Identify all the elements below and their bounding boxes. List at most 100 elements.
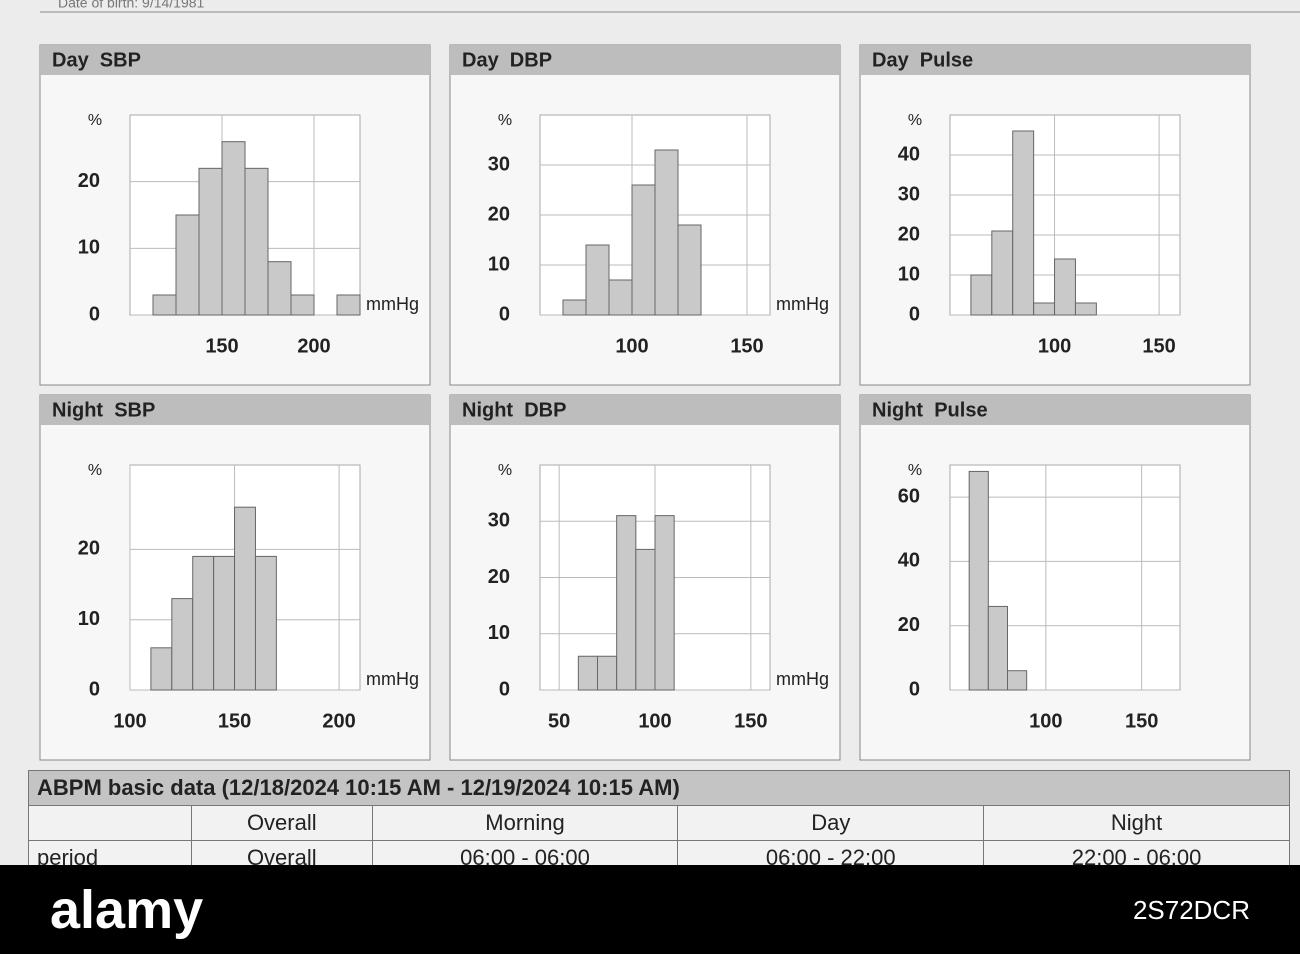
y-tick-label: 0	[89, 303, 100, 325]
y-axis-label: %	[88, 112, 102, 129]
x-tick-label: 200	[322, 710, 355, 732]
header-cell	[28, 805, 192, 841]
y-axis-label: %	[88, 462, 102, 479]
y-tick-label: 40	[898, 143, 920, 165]
chart-title: Day Pulse	[872, 49, 973, 71]
y-tick-label: 20	[488, 203, 510, 225]
x-tick-label: 100	[638, 710, 671, 732]
bar	[221, 141, 246, 316]
watermark-code: 2S72DCR	[1132, 895, 1250, 925]
chart-header	[450, 45, 840, 75]
y-tick-label: 0	[499, 303, 510, 325]
x-tick-label: 100	[615, 335, 648, 357]
y-axis-label: %	[498, 112, 512, 129]
chart-header	[860, 395, 1250, 425]
y-tick-label: 20	[78, 538, 100, 560]
x-tick-label: 50	[548, 710, 570, 732]
x-tick-label: 150	[730, 335, 763, 357]
bar	[171, 598, 194, 691]
watermark-bar: alamy 2S72DCR	[0, 865, 1300, 954]
bar	[585, 244, 610, 316]
x-tick-label: 150	[1125, 710, 1158, 732]
x-tick-label: 150	[734, 710, 767, 732]
bar	[192, 555, 215, 691]
bar	[968, 470, 989, 691]
x-axis-label: mmHg	[366, 294, 419, 314]
table-title: ABPM basic data (12/18/2024 10:15 AM - 1…	[28, 770, 1290, 806]
x-tick-label: 150	[1142, 335, 1175, 357]
table-cell: Overall	[190, 805, 373, 841]
x-axis-label: mmHg	[366, 669, 419, 689]
y-tick-label: 10	[78, 237, 100, 259]
bar	[970, 274, 993, 316]
y-tick-label: 10	[898, 263, 920, 285]
y-axis-label: %	[908, 462, 922, 479]
y-tick-label: 0	[909, 303, 920, 325]
bar	[198, 167, 223, 316]
bar	[244, 167, 269, 316]
y-tick-label: 0	[89, 678, 100, 700]
chart-header	[450, 395, 840, 425]
chart-title: Day SBP	[52, 49, 141, 71]
bar	[1033, 302, 1056, 316]
table-header: Overall Morning Day Night	[28, 805, 1290, 841]
x-axis-label: mmHg	[776, 294, 829, 314]
y-tick-label: 10	[78, 608, 100, 630]
y-tick-label: 30	[488, 153, 510, 175]
bar	[1007, 670, 1028, 691]
y-axis-label: %	[908, 112, 922, 129]
bar	[175, 214, 200, 316]
bar	[991, 230, 1014, 316]
chart-header	[40, 45, 430, 75]
bar	[150, 647, 173, 691]
bar	[635, 548, 656, 691]
chart-title: Night DBP	[462, 399, 566, 421]
bar	[608, 279, 633, 316]
x-tick-label: 100	[1038, 335, 1071, 357]
y-axis-label: %	[498, 462, 512, 479]
y-tick-label: 20	[898, 223, 920, 245]
bar	[562, 299, 587, 316]
watermark-logo: alamy	[50, 880, 204, 940]
bar	[677, 224, 702, 316]
y-tick-label: 10	[488, 622, 510, 644]
bar	[577, 655, 598, 691]
bar	[152, 294, 177, 316]
bar	[267, 261, 292, 316]
y-tick-label: 60	[898, 485, 920, 507]
x-tick-label: 100	[1029, 710, 1062, 732]
bar	[987, 605, 1008, 691]
chart-title: Day DBP	[462, 49, 552, 71]
chart-title: Night SBP	[52, 399, 155, 421]
bar	[1074, 302, 1097, 316]
basic-data-table: ABPM basic data (12/18/2024 10:15 AM - 1…	[28, 770, 1290, 876]
y-tick-label: 30	[898, 183, 920, 205]
y-tick-label: 0	[499, 678, 510, 700]
bar	[254, 555, 277, 691]
table-cell: Day	[677, 805, 985, 841]
bar	[654, 149, 679, 316]
table-cell: Morning	[371, 805, 679, 841]
bar	[616, 515, 637, 691]
bar	[213, 555, 236, 691]
bar	[290, 294, 315, 316]
bar	[336, 294, 361, 316]
bar	[234, 506, 256, 691]
header-text: Date of birth: 9/14/1981	[58, 0, 205, 11]
chart-title: Night Pulse	[872, 399, 988, 421]
y-tick-label: 30	[488, 510, 510, 532]
y-tick-label: 0	[909, 678, 920, 700]
chart-header	[860, 45, 1250, 75]
bar	[1054, 258, 1076, 316]
bar	[597, 655, 618, 691]
bar	[654, 515, 675, 691]
x-tick-label: 150	[218, 710, 251, 732]
x-tick-label: 150	[205, 335, 238, 357]
y-tick-label: 40	[898, 550, 920, 572]
x-axis-label: mmHg	[776, 669, 829, 689]
bar	[631, 184, 656, 316]
x-tick-label: 200	[297, 335, 330, 357]
x-tick-label: 100	[113, 710, 146, 732]
chart-sheet: Date of birth: 9/14/1981 Day SBP 0 10 20 150…	[39, 0, 1300, 761]
